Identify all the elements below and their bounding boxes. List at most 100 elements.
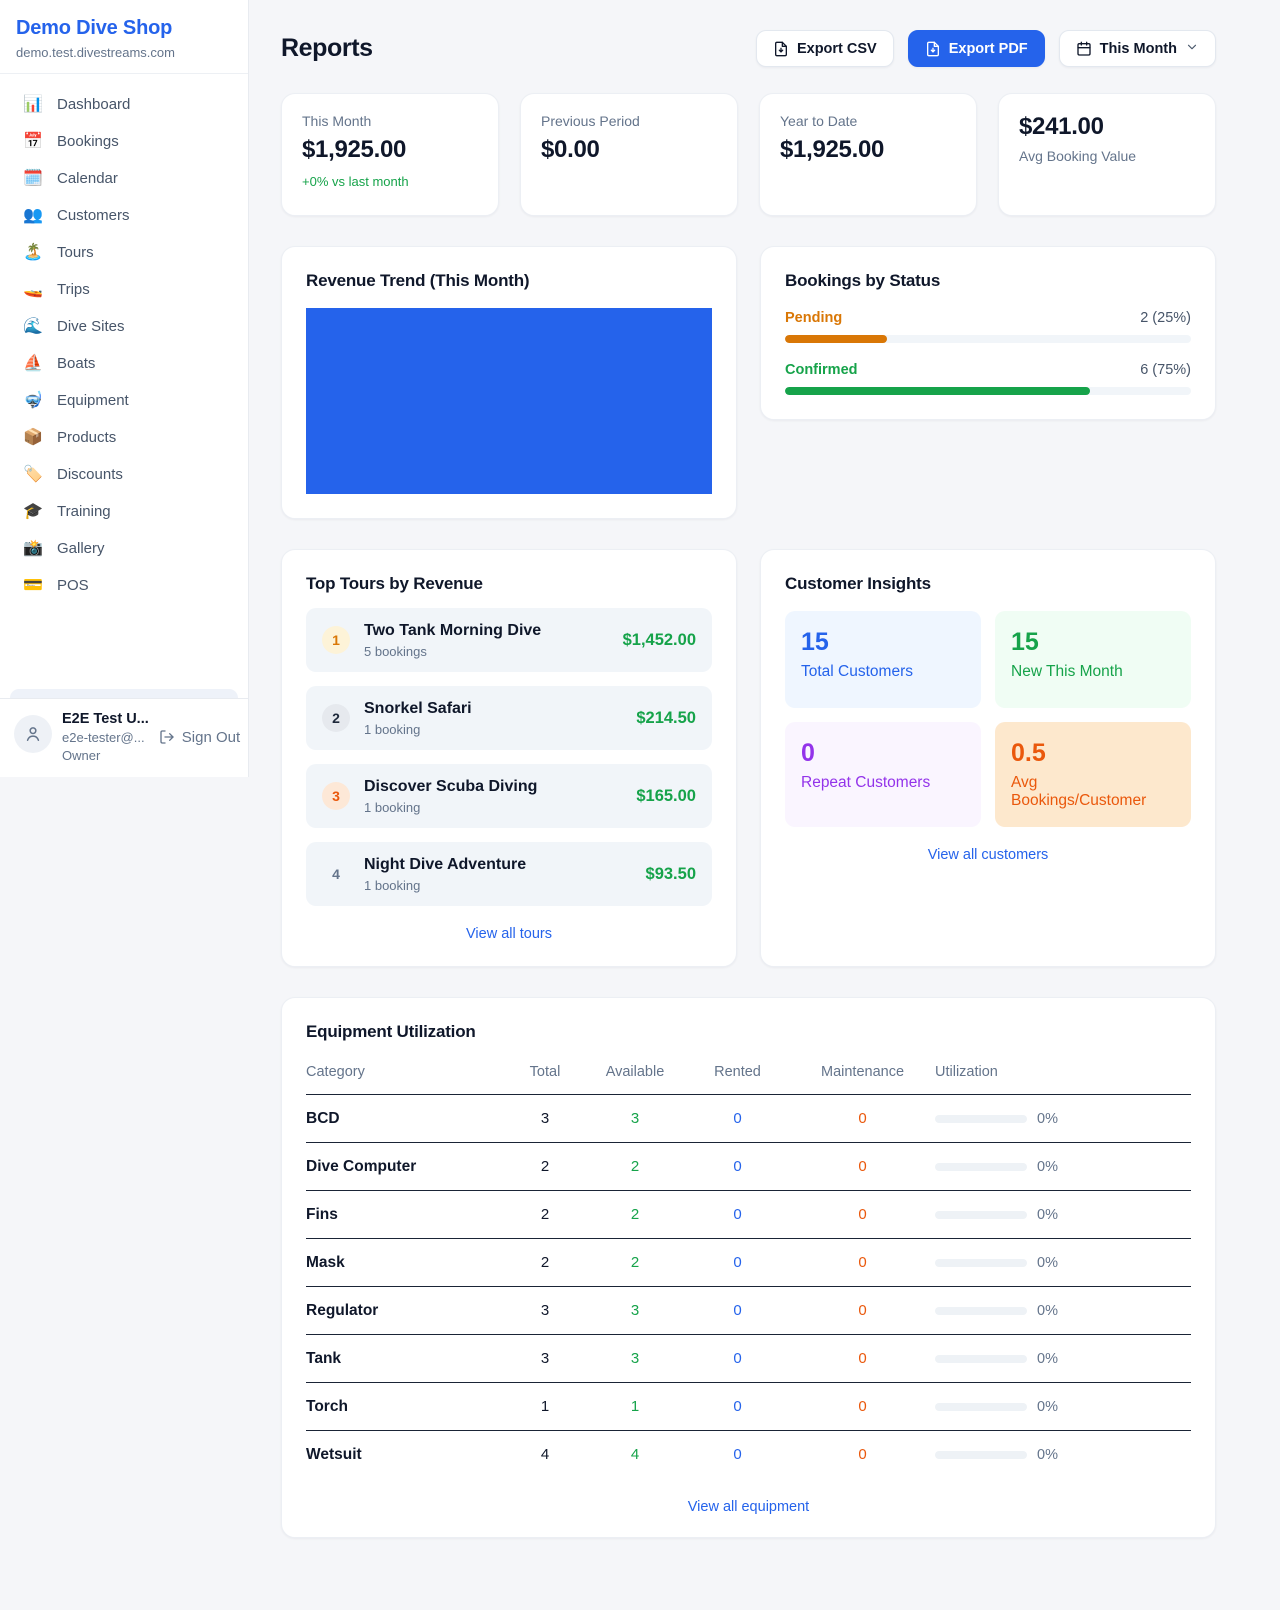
rank-badge: 3 (322, 782, 350, 810)
table-row: Torch 1 1 0 0 0% (306, 1382, 1191, 1431)
sidebar-item-boats[interactable]: ⛵ Boats (10, 345, 238, 382)
insight-label: New This Month (1011, 663, 1123, 680)
tour-name: Discover Scuba Diving (364, 777, 538, 795)
tour-row: 4 Night Dive Adventure 1 booking $93.50 (306, 842, 712, 906)
sidebar-item-discounts[interactable]: 🏷️ Discounts (10, 456, 238, 493)
user-role: Owner (62, 748, 101, 763)
person-icon (26, 727, 40, 741)
export-pdf-label: Export PDF (948, 40, 1028, 57)
equipment-rented: 0 (685, 1382, 790, 1431)
utilization-percent: 0% (1037, 1398, 1058, 1415)
sidebar-item-products[interactable]: 📦 Products (10, 419, 238, 456)
utilization-percent: 0% (1037, 1254, 1058, 1271)
equipment-available: 1 (585, 1382, 685, 1431)
equipment-rented: 0 (733, 1446, 742, 1464)
sidebar-item-dashboard[interactable]: 📊 Dashboard (10, 86, 238, 123)
view-all-tours-link[interactable]: View all tours (466, 926, 552, 942)
stat-label: Year to Date (780, 113, 858, 129)
sidebar-item-pos[interactable]: 💳 POS (10, 567, 238, 604)
tour-name: Night Dive Adventure (364, 855, 527, 873)
sidebar-item-label: POS (57, 577, 89, 594)
bar-chart-icon: 📊 (23, 95, 43, 113)
logout-icon (160, 730, 174, 744)
stat-card: This Month $1,925.00 +0% vs last month (281, 93, 499, 216)
equipment-total: 2 (505, 1190, 585, 1239)
equipment-table: Category Total Available Rented Maintenance U… (306, 1054, 1191, 1479)
tour-name: Two Tank Morning Dive (364, 621, 542, 639)
equipment-rented: 0 (685, 1334, 790, 1383)
table-row: BCD 3 3 0 0 0% (306, 1094, 1191, 1143)
user-name: E2E Test U... (62, 711, 149, 727)
status-progress-fill (785, 387, 1090, 395)
stat-delta: +0% vs last month (302, 174, 409, 189)
utilization-bar (935, 1162, 1027, 1171)
column-header: Maintenance (790, 1054, 935, 1095)
utilization-percent: 0% (1037, 1302, 1058, 1319)
view-all-customers-link[interactable]: View all customers (927, 847, 1049, 863)
charts-row: Revenue Trend (This Month) Bookings by S… (281, 246, 1216, 519)
column-header: Category (306, 1054, 505, 1095)
utilization-bar (935, 1258, 1027, 1267)
sidebar-item-label: Training (57, 503, 111, 520)
sign-out-button[interactable]: Sign Out (159, 729, 240, 746)
sidebar-item-tours[interactable]: 🏝️ Tours (10, 234, 238, 271)
equipment-available: 4 (630, 1446, 640, 1464)
export-pdf-button[interactable]: Export PDF (907, 30, 1045, 67)
sidebar-item-label: Dive Sites (57, 318, 125, 335)
utilization-percent: 0% (1037, 1206, 1058, 1223)
stat-value: $241.00 (1019, 113, 1104, 140)
sidebar-item-trips[interactable]: 🚤 Trips (10, 271, 238, 308)
sailboat-icon: ⛵ (23, 354, 43, 372)
people-icon: 👥 (23, 206, 43, 224)
equipment-category: Wetsuit (306, 1445, 362, 1463)
utilization-bar (935, 1402, 1027, 1411)
utilization-bar (935, 1354, 1027, 1363)
equipment-maintenance: 0 (858, 1446, 867, 1464)
period-dropdown[interactable]: This Month (1058, 30, 1216, 67)
tour-bookings-count: 5 bookings (364, 643, 427, 659)
equipment-maintenance: 0 (790, 1334, 935, 1383)
equipment-category: BCD (306, 1094, 505, 1143)
sidebar-item-label: Calendar (57, 170, 118, 187)
stat-label: Previous Period (541, 113, 640, 129)
sidebar-item-label: Gallery (57, 540, 105, 557)
sidebar-item-label: Boats (57, 355, 96, 372)
page-header: Reports Export CSV Export PDF (281, 30, 1216, 67)
sidebar-item-training[interactable]: 🎓 Training (10, 493, 238, 530)
sidebar-item-label: Bookings (57, 133, 119, 150)
equipment-rented: 0 (685, 1094, 790, 1143)
sidebar-item-calendar[interactable]: 🗓️ Calendar (10, 160, 238, 197)
sidebar-item-bookings[interactable]: 📅 Bookings (10, 123, 238, 160)
tour-name: Snorkel Safari (364, 699, 472, 717)
sidebar-item-label: Trips (57, 281, 90, 298)
sidebar-active-pill-partial[interactable] (10, 689, 238, 698)
status-count: 2 (25%) (1140, 310, 1191, 326)
equipment-total: 3 (505, 1334, 585, 1383)
customer-insights-card: Customer Insights 15 Total Customers 15 New… (760, 549, 1216, 967)
stat-label: This Month (302, 113, 372, 129)
status-row: Pending 2 (25%) (785, 310, 1191, 343)
utilization-cell: 0% (935, 1399, 1191, 1415)
export-csv-button[interactable]: Export CSV (755, 30, 894, 67)
sidebar-item-gallery[interactable]: 📸 Gallery (10, 530, 238, 567)
sidebar-item-dive-sites[interactable]: 🌊 Dive Sites (10, 308, 238, 345)
equipment-category: Dive Computer (306, 1142, 505, 1191)
sidebar-item-customers[interactable]: 👥 Customers (10, 197, 238, 234)
sidebar-item-equipment[interactable]: 🤿 Equipment (10, 382, 238, 419)
tour-revenue: $165.00 (636, 786, 696, 805)
chevron-down-icon (1185, 40, 1199, 58)
sidebar-item-label: Customers (57, 207, 130, 224)
column-header: Total (505, 1054, 585, 1095)
sidebar: Demo Dive Shop demo.test.divestreams.com… (0, 0, 249, 777)
view-all-equipment-link[interactable]: View all equipment (687, 1498, 810, 1515)
utilization-cell: 0% (935, 1111, 1191, 1127)
tour-revenue: $214.50 (636, 708, 696, 727)
page-title: Reports (281, 34, 373, 62)
equipment-rented: 0 (685, 1190, 790, 1239)
top-tours-title: Top Tours by Revenue (306, 574, 483, 593)
equipment-available: 2 (585, 1142, 685, 1191)
island-icon: 🏝️ (23, 243, 43, 261)
utilization-percent: 0% (1037, 1110, 1058, 1127)
speedboat-icon: 🚤 (23, 280, 43, 298)
